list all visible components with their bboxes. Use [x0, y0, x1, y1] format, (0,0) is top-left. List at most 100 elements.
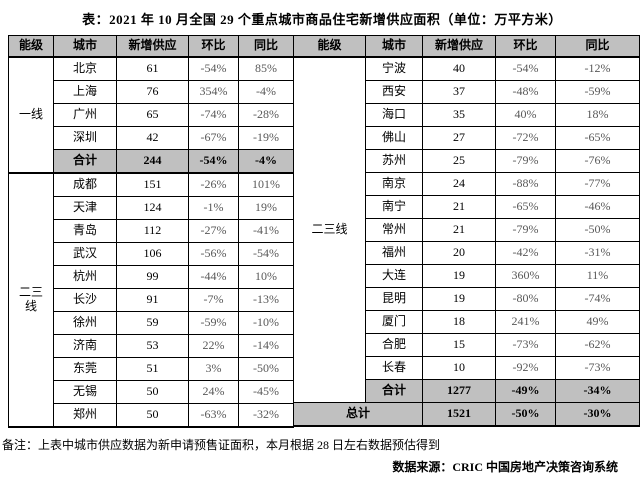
yoy-cell: 19%	[238, 196, 294, 220]
city-cell: 海口	[365, 103, 423, 127]
table-row: 二三线 宁波 40 -54% -12%	[293, 56, 640, 403]
report-title: 表：2021 年 10 月全国 29 个重点城市商品住宅新增供应面积（单位：万平…	[82, 12, 562, 27]
column-header: 同比	[555, 35, 640, 58]
supply-cell: 19	[422, 287, 496, 311]
supply-cell: 37	[422, 80, 496, 104]
mom-cell: -54%	[188, 149, 239, 174]
grand-total-row: 总计 1521 -50% -30%	[293, 402, 640, 427]
supply-cell: 25	[422, 149, 496, 173]
tables-container: 能级 城市 新增供应 环比 同比 一线 北京 61 -54% 85% 上海 76 354% -4% 广州 65…	[8, 35, 644, 428]
table-row: 合肥 15 -73% -62%	[294, 333, 640, 357]
city-cell: 佛山	[365, 126, 423, 150]
supply-cell: 112	[116, 219, 189, 243]
table-row: 苏州 25 -79% -76%	[294, 149, 640, 173]
table-row: 深圳 42 -67% -19%	[9, 126, 294, 150]
table-row: 南宁 21 -65% -46%	[294, 195, 640, 219]
supply-cell: 42	[116, 126, 189, 150]
mom-cell: 360%	[495, 264, 556, 288]
mom-cell: -49%	[495, 379, 556, 403]
supply-cell: 61	[116, 56, 189, 81]
city-cell: 福州	[365, 241, 423, 265]
data-source: 数据来源：CRIC 中国房地产决策咨询系统	[392, 460, 618, 474]
city-cell: 天津	[53, 196, 117, 220]
yoy-cell: -13%	[238, 288, 294, 312]
column-header: 城市	[365, 35, 423, 58]
mom-cell: 22%	[188, 334, 239, 358]
city-cell: 杭州	[53, 265, 117, 289]
supply-cell: 21	[422, 195, 496, 219]
yoy-cell: -31%	[555, 241, 640, 265]
left-table: 能级 城市 新增供应 环比 同比 一线 北京 61 -54% 85% 上海 76 354% -4% 广州 65…	[8, 35, 294, 428]
mom-cell: 40%	[495, 103, 556, 127]
mom-cell: 241%	[495, 310, 556, 334]
table-row: 广州 65 -74% -28%	[9, 103, 294, 127]
header-row: 能级 城市 新增供应 环比 同比	[293, 35, 640, 58]
mom-cell: -56%	[188, 242, 239, 266]
yoy-cell: -41%	[238, 219, 294, 243]
supply-cell: 106	[116, 242, 189, 266]
yoy-cell: -28%	[238, 103, 294, 127]
supply-cell: 50	[116, 380, 189, 404]
mom-cell: -74%	[188, 103, 239, 127]
city-cell: 成都	[53, 172, 117, 197]
mom-cell: -50%	[495, 402, 556, 427]
supply-cell: 21	[422, 218, 496, 242]
supply-cell: 24	[422, 172, 496, 196]
city-cell: 西安	[365, 80, 423, 104]
yoy-cell: 85%	[238, 56, 294, 81]
supply-cell: 50	[116, 403, 189, 428]
mom-cell: -63%	[188, 403, 239, 428]
city-cell: 无锡	[53, 380, 117, 404]
mom-cell: 354%	[188, 80, 239, 104]
yoy-cell: -77%	[555, 172, 640, 196]
city-cell: 宁波	[365, 56, 423, 81]
mom-cell: -65%	[495, 195, 556, 219]
city-cell: 长春	[365, 356, 423, 380]
tier-cell: 二三线	[8, 172, 54, 428]
supply-cell: 244	[116, 149, 189, 174]
yoy-cell: -76%	[555, 149, 640, 173]
mom-cell: -1%	[188, 196, 239, 220]
table-row: 常州 21 -79% -50%	[294, 218, 640, 242]
yoy-cell: -50%	[555, 218, 640, 242]
table-row: 无锡 50 24% -45%	[9, 380, 294, 404]
yoy-cell: -10%	[238, 311, 294, 335]
mom-cell: 24%	[188, 380, 239, 404]
yoy-cell: -14%	[238, 334, 294, 358]
mom-cell: -44%	[188, 265, 239, 289]
mom-cell: -79%	[495, 218, 556, 242]
tier-cell: 二三线	[293, 56, 366, 403]
supply-cell: 1277	[422, 379, 496, 403]
table-row: 武汉 106 -56% -54%	[9, 242, 294, 266]
yoy-cell: 101%	[238, 172, 294, 197]
table-row: 福州 20 -42% -31%	[294, 241, 640, 265]
mom-cell: -73%	[495, 333, 556, 357]
column-header: 环比	[495, 35, 556, 58]
supply-cell: 65	[116, 103, 189, 127]
city-cell: 郑州	[53, 403, 117, 428]
mom-cell: 3%	[188, 357, 239, 381]
mom-cell: -80%	[495, 287, 556, 311]
yoy-cell: -74%	[555, 287, 640, 311]
yoy-cell: -65%	[555, 126, 640, 150]
supply-cell: 1521	[422, 402, 496, 427]
footnote: 备注：上表中城市供应数据为新申请预售证面积，本月根据 28 日左右数据预估得到	[2, 438, 441, 452]
supply-cell: 15	[422, 333, 496, 357]
supply-cell: 18	[422, 310, 496, 334]
mom-cell: -27%	[188, 219, 239, 243]
city-cell: 上海	[53, 80, 117, 104]
grand-total-label-cell: 总计	[293, 402, 423, 427]
column-header: 城市	[53, 35, 117, 58]
yoy-cell: -50%	[238, 357, 294, 381]
city-cell: 北京	[53, 56, 117, 81]
column-header: 新增供应	[422, 35, 496, 58]
mom-cell: -72%	[495, 126, 556, 150]
table-row: 青岛 112 -27% -41%	[9, 219, 294, 243]
yoy-cell: 18%	[555, 103, 640, 127]
mom-cell: -54%	[495, 56, 556, 81]
mom-cell: -79%	[495, 149, 556, 173]
yoy-cell: -4%	[238, 80, 294, 104]
table-row: 济南 53 22% -14%	[9, 334, 294, 358]
city-cell: 徐州	[53, 311, 117, 335]
column-header: 同比	[238, 35, 294, 58]
